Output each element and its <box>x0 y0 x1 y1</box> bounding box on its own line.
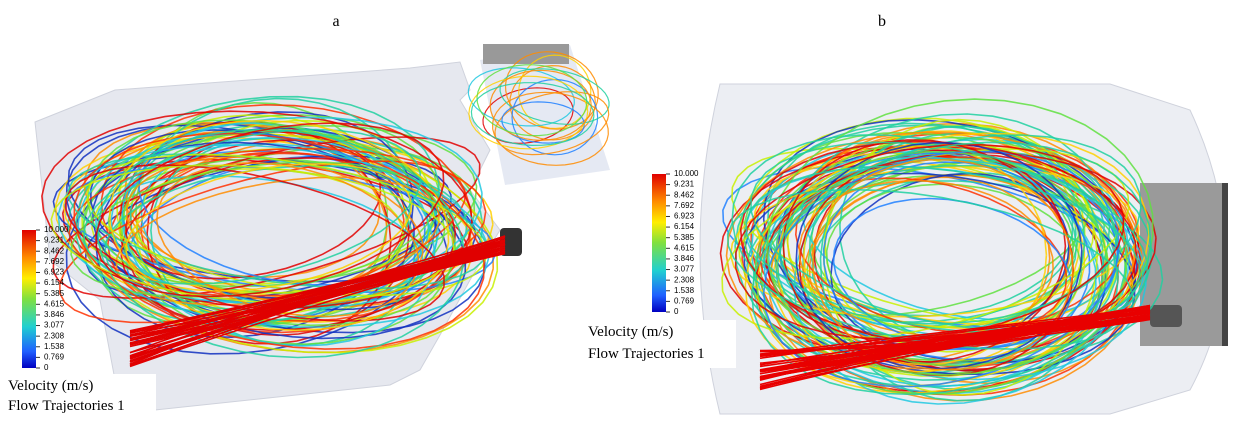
colorbar-label: 10.000 <box>44 225 69 234</box>
colorbar-label: 7.692 <box>44 257 65 266</box>
colorbar-label: 9.231 <box>44 236 65 245</box>
colorbar <box>22 230 36 368</box>
colorbar-label: 4.615 <box>674 243 695 252</box>
colorbar-label: 2.308 <box>674 275 695 284</box>
colorbar-label: 0 <box>44 363 49 372</box>
colorbar-label: 3.846 <box>674 254 695 263</box>
panel-label: b <box>878 13 886 30</box>
colorbar-label: 10.000 <box>674 169 699 178</box>
colorbar-label: 6.923 <box>674 212 695 221</box>
colorbar-label: 6.154 <box>674 222 695 231</box>
colorbar-label: 1.538 <box>674 286 695 295</box>
figure: a b Velocity (m/s) Flow Trajectories 1 V… <box>0 0 1260 436</box>
colorbar-label: 3.846 <box>44 310 65 319</box>
colorbar-label: 0 <box>674 307 679 316</box>
colorbar-label: 5.385 <box>674 233 695 242</box>
colorbar-label: 7.692 <box>674 201 695 210</box>
legend-subtitle: Flow Trajectories 1 <box>8 398 125 414</box>
colorbar-label: 1.538 <box>44 342 65 351</box>
colorbar-label: 3.077 <box>44 321 65 330</box>
colorbar <box>652 174 666 312</box>
panel-label: a <box>332 13 339 30</box>
colorbar-label: 8.462 <box>44 246 65 255</box>
colorbar-label: 4.615 <box>44 299 65 308</box>
colorbar-label: 6.154 <box>44 278 65 287</box>
colorbar-label: 5.385 <box>44 289 65 298</box>
colorbar-label: 2.308 <box>44 331 65 340</box>
page: a b Velocity (m/s) Flow Trajectories 1 V… <box>0 0 1260 436</box>
colorbar-label: 0.769 <box>674 296 695 305</box>
legend-title: Velocity (m/s) <box>8 378 93 394</box>
colorbar-label: 9.231 <box>674 180 695 189</box>
colorbar-label: 0.769 <box>44 352 65 361</box>
legend-title: Velocity (m/s) <box>588 324 673 340</box>
colorbar-label: 6.923 <box>44 268 65 277</box>
colorbar-label: 3.077 <box>674 265 695 274</box>
legend-subtitle: Flow Trajectories 1 <box>588 346 705 362</box>
colorbar-label: 8.462 <box>674 190 695 199</box>
